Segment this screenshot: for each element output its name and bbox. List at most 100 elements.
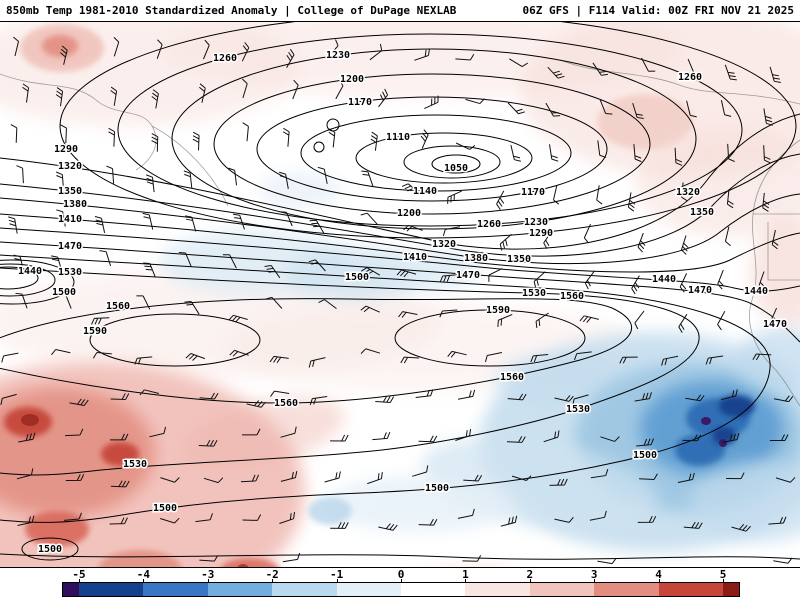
wind-barb [572,394,589,406]
contour-line [117,33,743,227]
wind-barb [0,393,17,406]
wind-barb [547,66,565,79]
wind-barb [455,142,476,150]
wind-barb [143,262,156,278]
wind-barb [146,174,155,193]
colorbar-segment [722,583,739,596]
wind-barb [724,226,731,247]
wind-barb [185,215,197,232]
wind-barb [360,267,381,276]
wind-barb [203,39,210,60]
wind-barb [554,516,574,523]
wind-barb [769,66,781,84]
contour-line [0,213,800,273]
wind-barb [149,426,167,438]
contour-label: 1560 [560,291,584,302]
wind-barb [292,79,299,100]
wind-barb [511,475,532,481]
wind-barb [330,434,349,442]
contour-label: 1350 [58,186,82,197]
anomaly-shading [42,35,78,57]
wind-barb [108,127,116,147]
contour-label: 1500 [52,287,76,298]
wind-barb [139,389,160,396]
wind-barb [264,265,281,279]
wind-barb [597,140,607,158]
contour-line [89,313,261,367]
wind-barb [160,477,180,483]
wind-barb [94,216,106,234]
wind-barb [424,95,439,110]
wind-barb [222,254,237,269]
contour-label: 1260 [477,219,501,230]
wind-barb [574,351,592,361]
wind-barb [752,353,772,361]
colorbar-tick-label: -2 [265,568,279,581]
colorbar-tick [529,579,531,582]
colorbar-tick [723,579,724,582]
wind-barb [370,131,378,151]
wind-barb [134,356,153,365]
colorbar-tick [465,579,467,582]
wind-barb [308,357,326,368]
wind-barb [328,128,336,148]
wind-barb [136,295,151,310]
wind-barb [375,395,395,403]
wind-barb [722,433,740,443]
wind-barb [110,433,129,441]
anomaly-shading [597,94,693,150]
contour-label: 1050 [444,163,468,174]
colorbar-tick-label: 3 [590,568,598,581]
wind-barb [639,473,658,481]
wind-barb [330,522,349,529]
wind-barb [634,310,645,330]
wind-barb [758,271,766,291]
wind-barb [51,349,71,356]
wind-barb [726,189,734,209]
contour-label: 1170 [521,187,545,198]
wind-barb [545,102,561,117]
contour-label: 1530 [566,404,590,415]
wind-barb [447,190,462,204]
wind-barb [242,428,261,436]
wind-barb [55,171,64,190]
contour-label: 1410 [58,214,82,225]
wind-barb [279,511,296,524]
anomaly-shading [701,417,711,425]
wind-barb [99,250,112,267]
contour-label: 1470 [456,270,480,281]
contour-line [213,73,651,215]
colorbar-tick-label: -4 [136,568,151,581]
wind-barb [721,389,738,401]
wind-barb [360,212,378,225]
contour-label: 1470 [688,285,712,296]
wind-barb [185,353,206,361]
wind-barb [685,394,705,402]
anomaly-shading [719,439,727,447]
colorbar-segment [336,583,401,596]
colorbar-segment [63,583,79,596]
wind-barb [51,255,63,272]
contour-label: 1590 [486,305,510,316]
colorbar-segment [272,583,337,596]
wind-barb [16,468,34,480]
wind-barb [462,555,482,562]
wind-barb [58,293,72,309]
wind-barb [401,183,421,194]
wind-barb [22,83,30,103]
wind-barb [367,471,383,485]
wind-barb [496,190,505,210]
wind-barb [619,356,638,364]
wind-barb [458,389,476,400]
wind-barb [678,313,688,333]
contour-line [0,298,633,404]
wind-barb [530,354,549,363]
wind-barb [110,393,130,400]
wind-barb [309,396,328,406]
wind-barb [596,185,603,205]
wind-barb [724,64,737,81]
contour-label: 1530 [522,288,546,299]
wind-barb [727,143,735,162]
wind-barb [55,87,64,107]
contour-line [0,241,800,343]
